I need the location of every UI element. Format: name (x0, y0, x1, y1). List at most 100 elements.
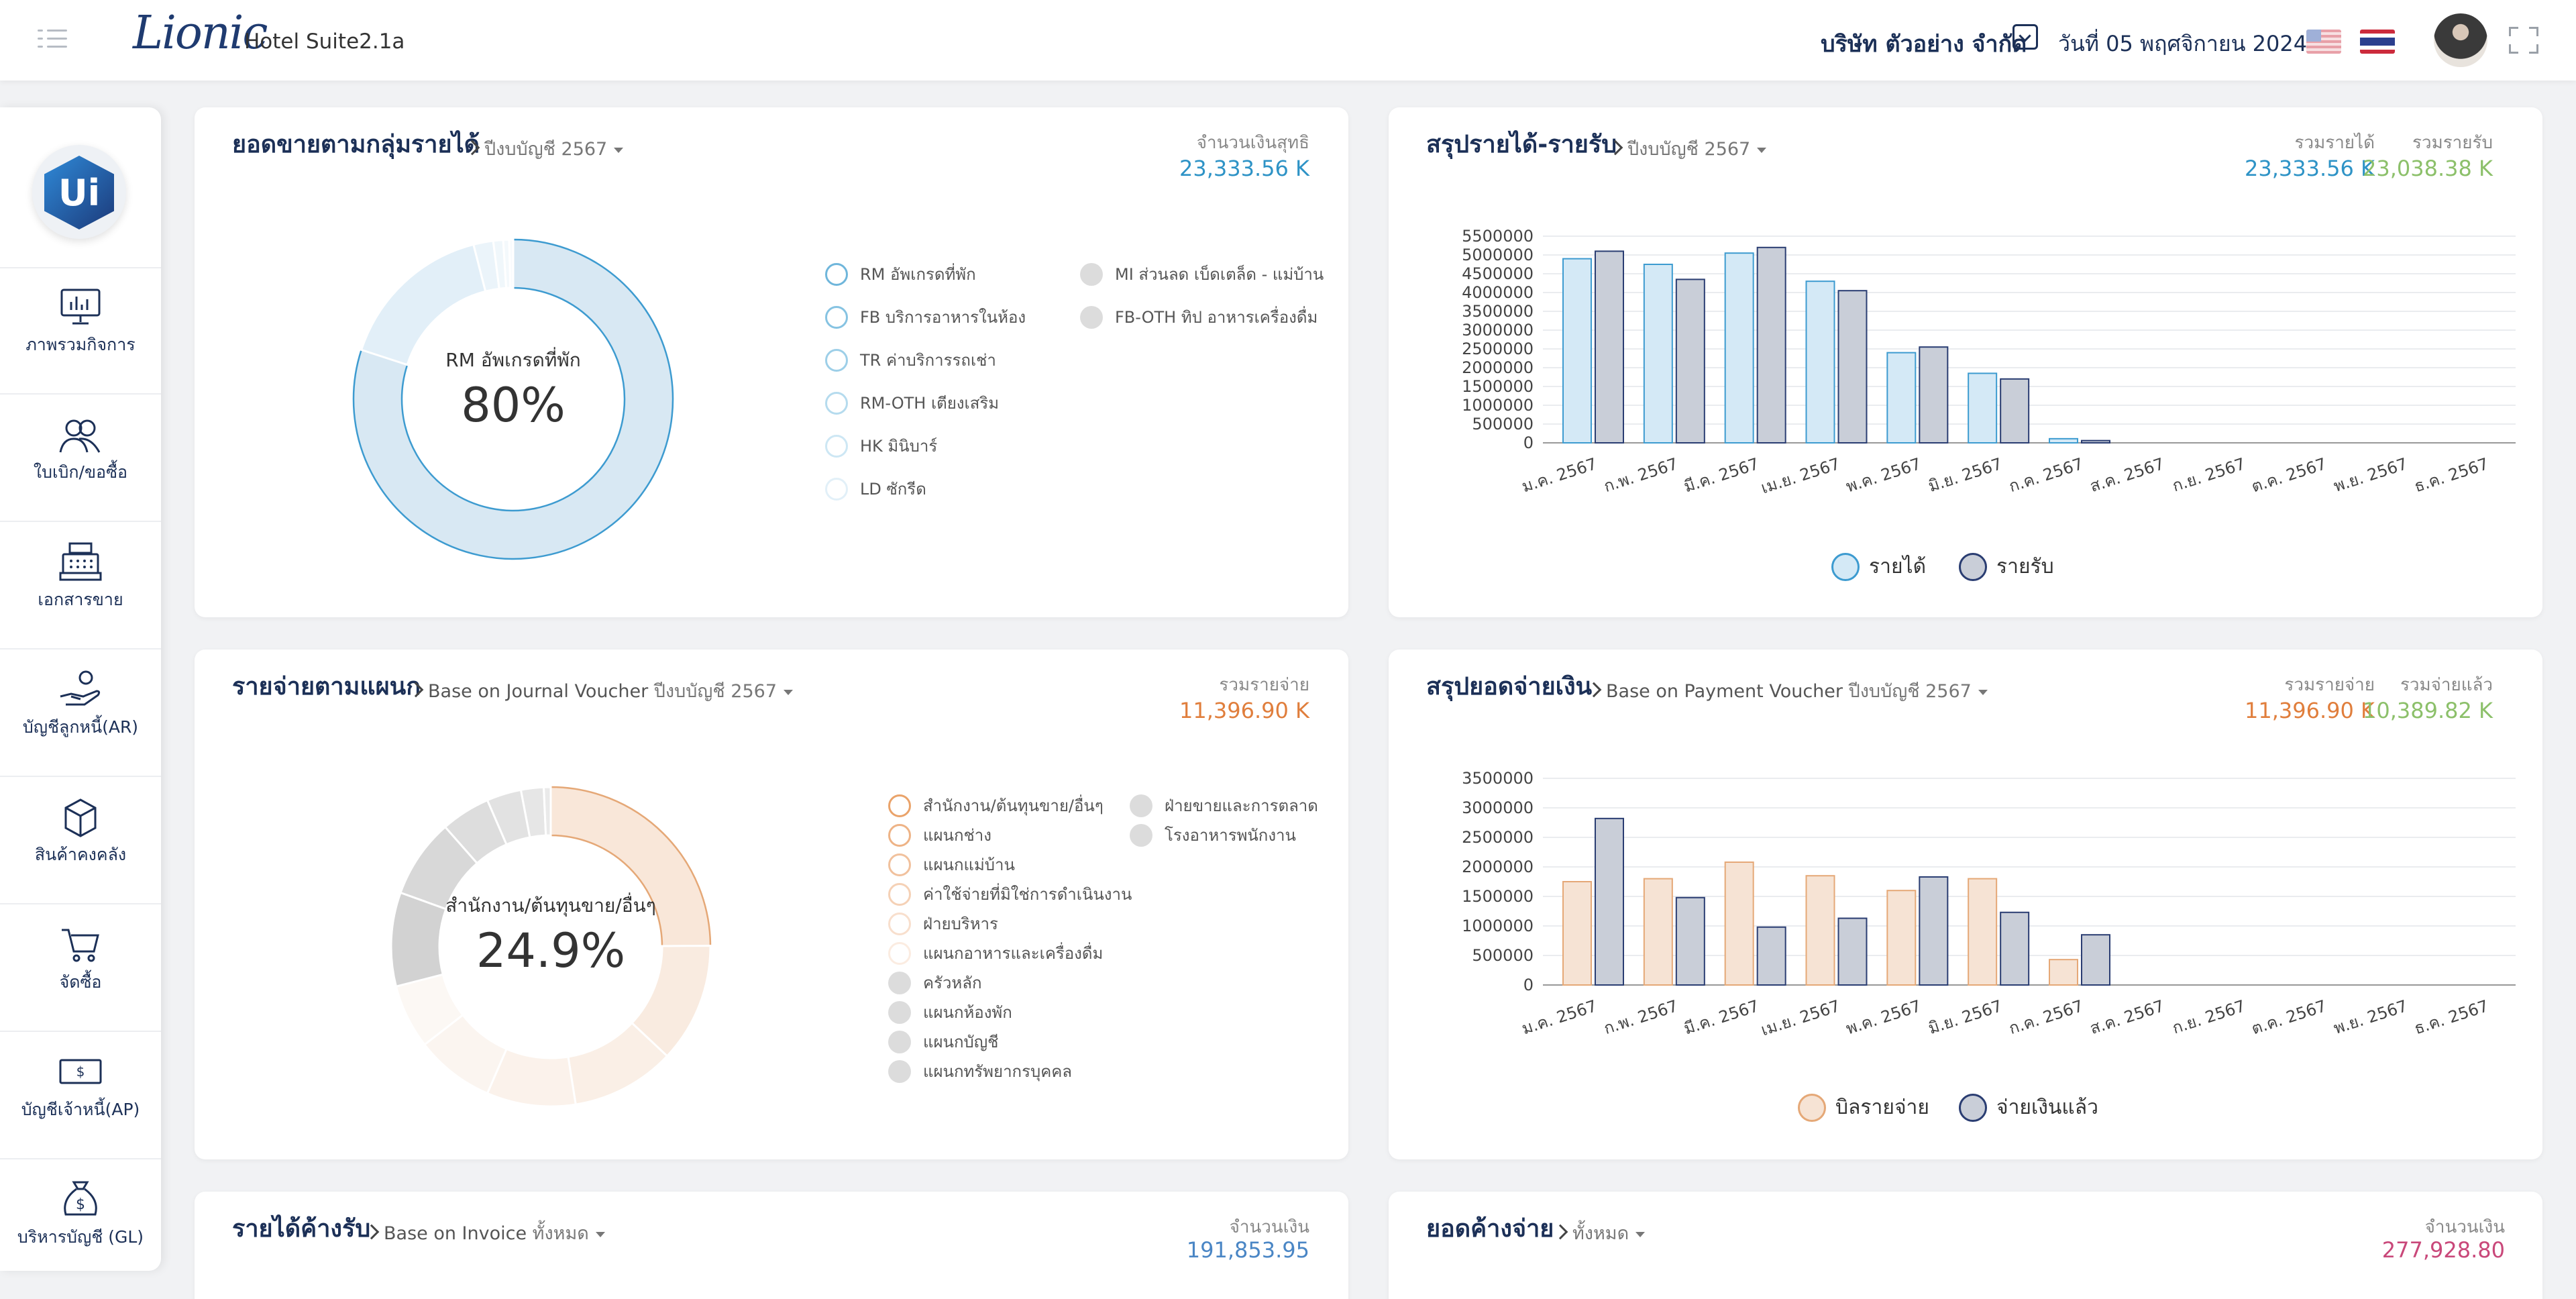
chevron-right-icon (464, 140, 480, 156)
bar-series-b (2081, 439, 2110, 444)
y-tick-label: 2000000 (1462, 858, 1534, 876)
chart-legend-item[interactable]: รายได้ (1831, 553, 1926, 581)
y-tick-label: 1000000 (1462, 917, 1534, 935)
y-tick-label: 1000000 (1462, 396, 1534, 415)
legend-item[interactable]: LD ซักรีด (825, 478, 926, 501)
x-tick-label: มี.ค. 2567 (1682, 454, 1762, 496)
legend-item[interactable]: ฝ่ายขายและการตลาด (1130, 794, 1318, 817)
fiscal-year-dropdown[interactable]: ปีงบบัญชี 2567 (1607, 134, 1767, 163)
user-avatar[interactable] (2434, 13, 2487, 67)
x-tick-label: พ.ค. 2567 (1843, 454, 1923, 496)
hand-coins-icon (60, 670, 101, 706)
x-tick-label: ธ.ค. 2567 (2412, 454, 2491, 496)
legend-item[interactable]: ค่าใช้จ่ายที่มิใช่การดำเนินงาน (888, 883, 1132, 906)
legend-item[interactable]: FB-OTH ทิป อาหารเครื่องดื่ม (1080, 306, 1318, 329)
sidebar-item-inventory[interactable]: สินค้าคงคลัง (0, 778, 161, 904)
x-tick-label: ต.ค. 2567 (2249, 454, 2329, 496)
sidebar-item-ap[interactable]: $ บัญชีเจ้าหนี้(AP) (0, 1033, 161, 1159)
bar-series-a (1562, 881, 1592, 986)
x-tick-label: ก.ค. 2567 (2006, 454, 2086, 496)
card-title: สรุปยอดจ่ายเงิน (1426, 673, 1593, 700)
bar-series-b (1837, 290, 1868, 444)
sidebar-item-label: บัญชีลูกหนี้(AR) (22, 717, 139, 737)
y-tick-label: 2500000 (1462, 828, 1534, 847)
sidebar-item-ar[interactable]: บัญชีลูกหนี้(AR) (0, 651, 161, 777)
legend-item[interactable]: สำนักงาน/ต้นทุนขาย/อื่นๆ (888, 794, 1104, 817)
bar-series-a (1805, 280, 1835, 444)
company-logo-icon: Ui (32, 145, 126, 239)
fullscreen-icon[interactable] (2509, 27, 2538, 54)
sidebar-item-label: เอกสารขาย (38, 590, 123, 609)
legend-item[interactable]: โรงอาหารพนักงาน (1130, 824, 1296, 847)
fiscal-year-dropdown[interactable]: ปีงบบัญชี 2567 (464, 134, 624, 163)
sidebar-logo[interactable]: Ui (0, 107, 161, 268)
sidebar-item-gl[interactable]: $ บริหารบัญชี (GL) (0, 1161, 161, 1271)
card-title: รายได้ค้างรับ (232, 1215, 371, 1243)
bar-series-a (1724, 861, 1754, 986)
kpi-label: รวมรายจ่าย (2284, 675, 2375, 695)
filter-dropdown[interactable]: ทั้งหมด (1552, 1218, 1646, 1247)
chart-legend-item[interactable]: จ่ายเงินแล้ว (1959, 1094, 2098, 1122)
legend-item[interactable]: MI ส่วนลด เบ็ดเตล็ด - แม่บ้าน (1080, 263, 1324, 286)
legend-item[interactable]: แผนกบัญชี (888, 1031, 998, 1053)
chart-legend-item[interactable]: รายรับ (1959, 553, 2054, 581)
payment-bar-chart[interactable]: 0 500000 1000000 1500000 2000000 2500000 30000… (1402, 770, 2529, 1052)
legend-item[interactable]: แผนกช่าง (888, 824, 991, 847)
thai-flag-icon[interactable] (2360, 30, 2395, 54)
legend-item[interactable]: ครัวหลัก (888, 972, 981, 994)
legend-item[interactable]: RM อัพเกรดที่พัก (825, 263, 976, 286)
svg-text:$: $ (76, 1063, 85, 1080)
card-title: สรุปรายได้-รายรับ (1426, 131, 1617, 158)
legend-item[interactable]: FB บริการอาหารในห้อง (825, 306, 1026, 329)
chevron-right-icon (408, 682, 424, 698)
legend-item[interactable]: แผนกทรัพยากรบุคคล (888, 1060, 1072, 1083)
caret-down-icon (595, 1231, 605, 1237)
fiscal-year-dropdown[interactable]: Base on Journal Voucher ปีงบบัญชี 2567 (408, 676, 794, 705)
revenue-group-card: ยอดขายตามกลุ่มรายได้ ปีงบบัญชี 2567 จำนว… (195, 107, 1348, 617)
fiscal-year-dropdown[interactable]: Base on Payment Voucher ปีงบบัญชี 2567 (1586, 676, 1988, 705)
expense-donut-chart[interactable] (386, 782, 715, 1111)
legend-item[interactable]: RM-OTH เตียงเสริม (825, 392, 999, 415)
brand-logo[interactable]: Lionic (133, 7, 268, 60)
kpi-label: รวมจ่ายแล้ว (2400, 675, 2493, 695)
bar-series-a (1724, 252, 1754, 444)
x-tick-label: ก.ย. 2567 (2170, 454, 2248, 495)
kpi-label: จำนวนเงิน (1229, 1217, 1309, 1237)
bar-series-b (2081, 934, 2110, 986)
sidebar-item-sales-docs[interactable]: เอกสารขาย (0, 523, 161, 650)
current-date: วันที่ 05 พฤศจิกายน 2024 (2058, 31, 2308, 56)
y-tick-label: 4000000 (1462, 283, 1534, 302)
bar-series-a (2049, 959, 2078, 986)
filter-dropdown[interactable]: Base on Invoice ทั้งหมด (364, 1218, 605, 1247)
sidebar-item-overview[interactable]: ภาพรวมกิจการ (0, 268, 161, 395)
sidebar-item-requisition[interactable]: ใบเบิก/ขอซื้อ (0, 396, 161, 522)
legend-item[interactable]: แผนกห้องพัก (888, 1001, 1012, 1024)
bar-series-a (1643, 878, 1673, 986)
kpi-label: รวมรายจ่าย (1219, 675, 1309, 695)
caret-down-icon (1635, 1231, 1646, 1237)
box-icon (64, 798, 97, 837)
y-tick-label: 1500000 (1462, 377, 1534, 396)
income-bar-chart[interactable]: 0500000100000015000002000000250000030000… (1402, 228, 2529, 510)
legend-item[interactable]: ฝ่ายบริหาร (888, 913, 998, 935)
revenue-donut-chart[interactable] (349, 235, 678, 564)
us-flag-icon[interactable] (2306, 30, 2341, 54)
chart-legend-item[interactable]: บิลรายจ่าย (1798, 1094, 1929, 1122)
y-tick-label: 3000000 (1462, 321, 1534, 340)
company-name[interactable]: บริษัท ตัวอย่าง จำกัด (1821, 31, 2027, 58)
sidebar-item-label: ภาพรวมกิจการ (25, 335, 136, 354)
cart-icon (62, 929, 99, 962)
payables-card: ยอดค้างจ่าย ทั้งหมด จำนวนเงิน 277,928.80 (1389, 1192, 2542, 1299)
legend-item[interactable]: แผนกอาหารและเครื่องดื่ม (888, 942, 1103, 965)
sidebar-item-purchasing[interactable]: จัดซื้อ (0, 906, 161, 1032)
legend-item[interactable]: TR ค่าบริการรถเช่า (825, 349, 996, 372)
legend-item[interactable]: แผนกแม่บ้าน (888, 853, 1015, 876)
svg-text:$: $ (76, 1196, 85, 1213)
y-tick-label: 500000 (1472, 946, 1534, 965)
menu-toggle-icon[interactable] (38, 27, 68, 50)
receivables-card: รายได้ค้างรับ Base on Invoice ทั้งหมด จำ… (195, 1192, 1348, 1299)
sidebar-item-label: จัดซื้อ (59, 972, 102, 992)
donut-center-label: RM อัพเกรดที่พัก (445, 349, 581, 371)
company-dropdown-icon[interactable] (2012, 24, 2038, 50)
legend-item[interactable]: HK มินิบาร์ (825, 435, 937, 458)
